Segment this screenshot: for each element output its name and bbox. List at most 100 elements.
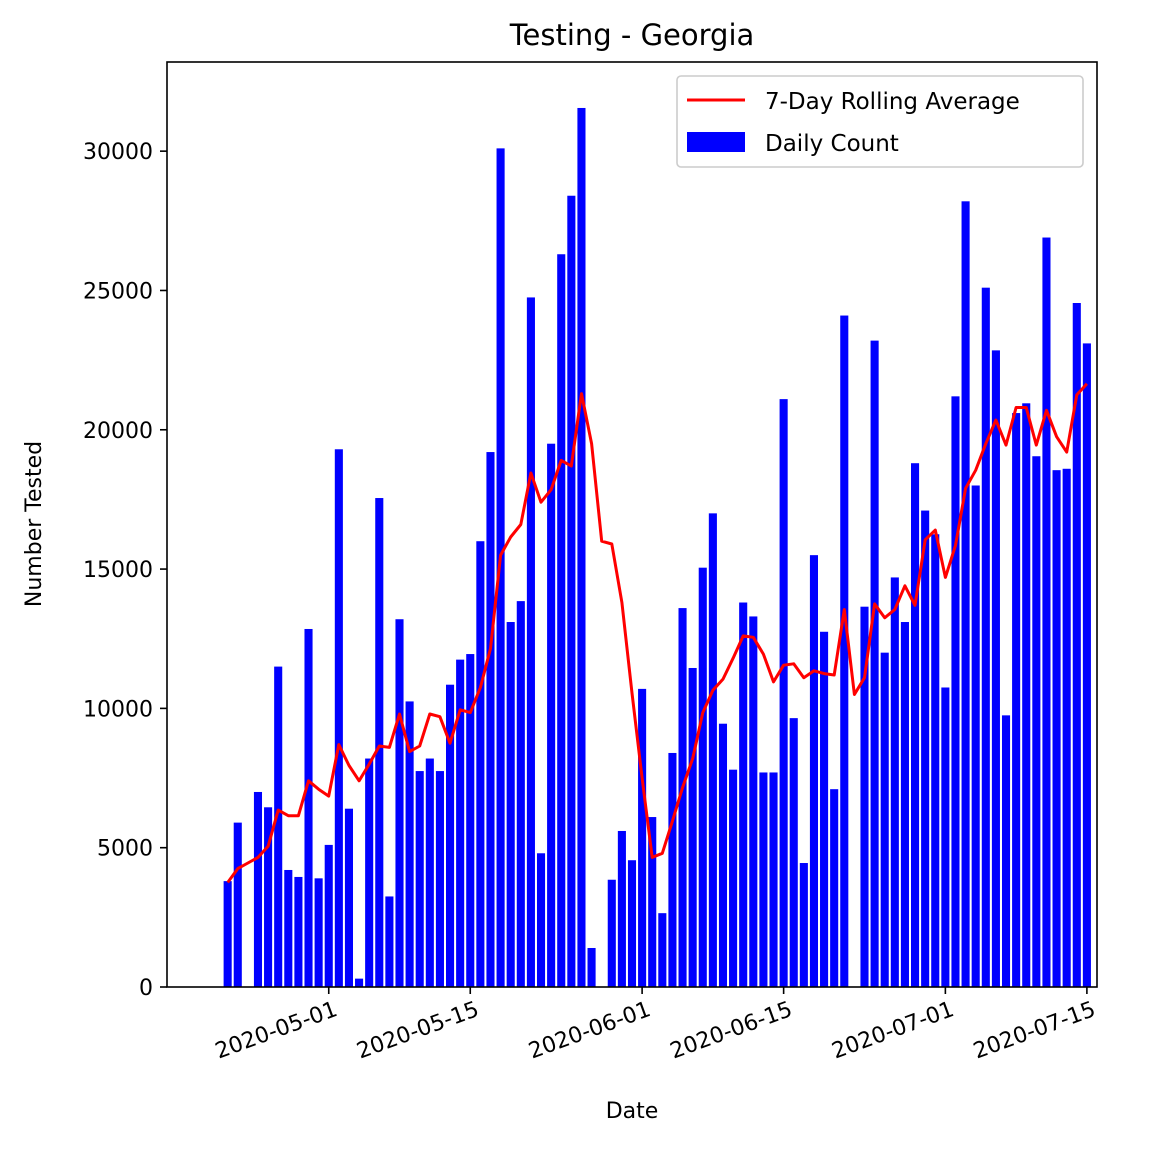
daily-count-bar	[446, 684, 455, 987]
bars-layer	[223, 107, 1091, 988]
daily-count-bar	[991, 350, 1000, 987]
daily-count-bar	[344, 808, 353, 987]
daily-count-bar	[658, 913, 667, 987]
y-tick-label: 0	[139, 976, 153, 1001]
daily-count-bar	[971, 485, 980, 987]
daily-count-bar	[779, 399, 788, 987]
daily-count-bar	[1082, 343, 1091, 987]
daily-count-bar	[870, 340, 879, 987]
daily-count-bar	[708, 513, 717, 987]
daily-count-bar	[890, 577, 899, 987]
daily-count-bar	[264, 807, 273, 987]
daily-count-bar	[1012, 413, 1021, 988]
legend-label-daily-count: Daily Count	[765, 131, 899, 157]
x-axis-label: Date	[606, 1099, 659, 1124]
daily-count-bar	[840, 315, 849, 987]
y-tick-label: 30000	[83, 140, 153, 165]
daily-count-bar	[921, 510, 930, 987]
daily-count-bar	[547, 443, 556, 988]
legend-bar-swatch	[687, 132, 745, 152]
daily-count-bar	[233, 822, 242, 987]
daily-count-bar	[516, 601, 525, 987]
daily-count-bar	[466, 654, 475, 987]
daily-count-bar	[718, 723, 728, 987]
daily-count-bar	[355, 978, 364, 987]
daily-count-bar	[678, 608, 687, 987]
daily-count-bar	[1042, 237, 1051, 988]
daily-count-bar	[820, 631, 829, 987]
daily-count-bar	[526, 297, 535, 988]
daily-count-bar	[506, 622, 515, 987]
daily-count-bar	[769, 772, 778, 987]
daily-count-bar	[911, 463, 920, 987]
daily-count-bar	[1072, 303, 1081, 988]
daily-count-bar	[648, 817, 657, 987]
daily-count-bar	[1032, 456, 1041, 987]
y-tick-label: 10000	[83, 697, 153, 722]
daily-count-bar	[1052, 470, 1061, 987]
daily-count-bar	[1022, 403, 1031, 987]
y-tick-label: 25000	[83, 279, 153, 304]
daily-count-bar	[809, 555, 818, 987]
plot-frame	[166, 61, 1098, 988]
daily-count-bar	[486, 452, 495, 987]
daily-count-bar	[607, 879, 616, 987]
daily-count-bar	[627, 860, 637, 987]
daily-count-bar	[314, 878, 323, 987]
daily-count-bar	[334, 449, 343, 987]
daily-count-bar	[981, 287, 990, 987]
daily-count-bar	[294, 876, 303, 987]
daily-count-bar	[365, 758, 374, 987]
daily-count-bar	[425, 758, 434, 987]
y-tick-label: 5000	[97, 837, 153, 862]
line-layer	[226, 382, 1089, 884]
rolling-average-line	[226, 382, 1089, 884]
daily-count-bar	[557, 254, 566, 988]
daily-count-bar	[577, 107, 586, 988]
daily-count-bar	[1062, 468, 1071, 987]
daily-count-bar	[567, 195, 576, 988]
daily-count-bar	[729, 769, 738, 987]
daily-count-bar	[900, 622, 909, 987]
daily-count-bar	[324, 844, 333, 987]
chart-title: Testing - Georgia	[509, 18, 755, 52]
daily-count-bar	[536, 853, 546, 987]
daily-count-bar	[799, 863, 808, 987]
y-axis-label: Number Tested	[22, 441, 47, 607]
y-axis: 0 5000 10000 15000 20000 25000 30000	[83, 140, 167, 1001]
daily-count-bar	[405, 701, 414, 987]
daily-count-bar	[638, 688, 647, 987]
daily-count-bar	[860, 606, 869, 987]
daily-count-bar	[375, 498, 384, 987]
daily-count-bar	[587, 947, 596, 987]
daily-count-bar	[617, 830, 626, 987]
daily-count-bar	[789, 718, 798, 987]
daily-count-bar	[739, 602, 748, 987]
legend: 7-Day Rolling Average Daily Count	[676, 75, 1084, 168]
y-tick-label: 15000	[83, 558, 153, 583]
daily-count-bar	[749, 616, 758, 987]
daily-count-bar	[759, 772, 768, 987]
daily-count-bar	[223, 881, 232, 987]
daily-count-bar	[880, 652, 889, 987]
daily-count-bar	[274, 666, 283, 987]
daily-count-bar	[385, 896, 394, 987]
daily-count-bar	[395, 619, 404, 987]
daily-count-bar	[931, 534, 940, 987]
daily-count-bar	[456, 659, 465, 987]
daily-count-bar	[253, 791, 263, 987]
legend-label-rolling-average: 7-Day Rolling Average	[765, 89, 1020, 115]
daily-count-bar	[668, 752, 677, 987]
daily-count-bar	[1001, 715, 1011, 987]
daily-count-bar	[304, 628, 313, 987]
legend-box	[676, 75, 1084, 168]
daily-count-bar	[961, 201, 970, 987]
daily-count-bar	[284, 869, 293, 987]
y-tick-label: 20000	[83, 419, 153, 444]
daily-count-bar	[435, 771, 444, 987]
daily-count-bar	[698, 567, 707, 987]
daily-count-bar	[951, 396, 960, 987]
daily-count-bar	[830, 789, 839, 987]
